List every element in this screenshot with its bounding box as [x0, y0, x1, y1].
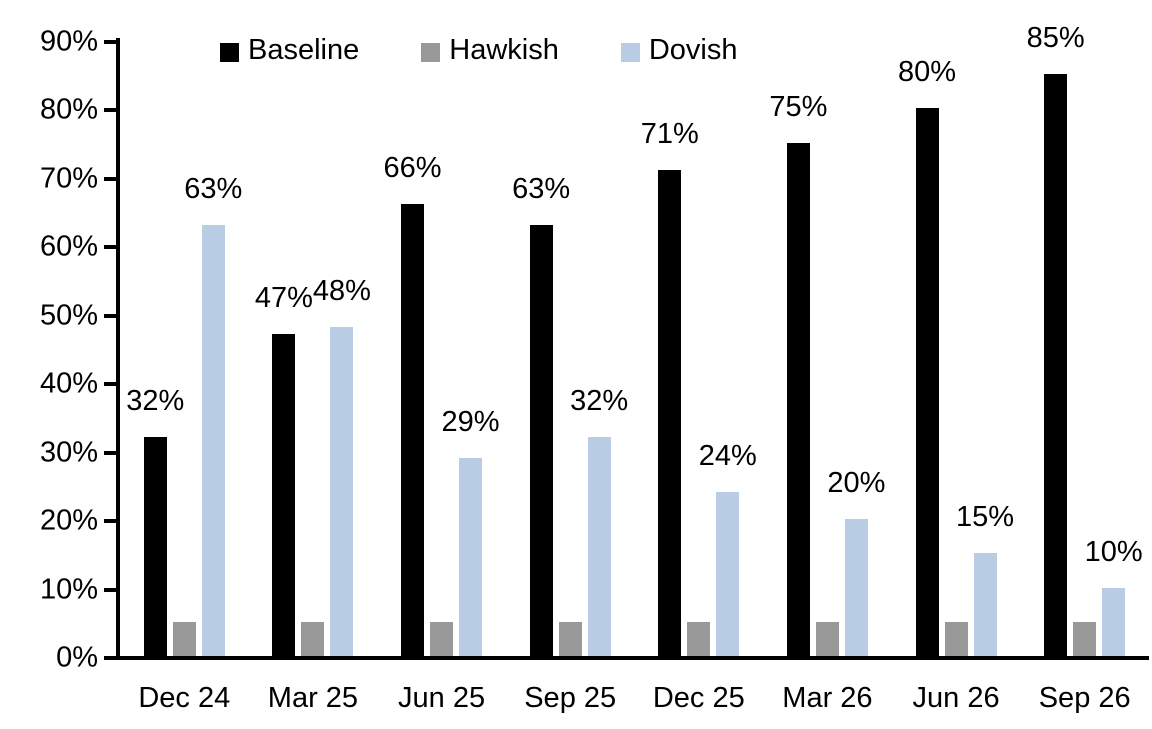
x-axis-category-label: Sep 25	[524, 682, 617, 714]
x-axis-category-label: Dec 25	[652, 682, 745, 714]
legend-swatch-icon	[220, 43, 239, 62]
y-axis-tick	[104, 313, 116, 318]
bar-baseline	[529, 224, 553, 656]
data-label-dovish: 63%	[184, 172, 243, 205]
data-label-baseline: 32%	[126, 384, 185, 417]
bar-dovish	[973, 553, 997, 656]
data-label-dovish: 24%	[698, 439, 757, 472]
legend-item-dovish: Dovish	[620, 34, 738, 67]
data-label-baseline: 47%	[254, 282, 313, 315]
data-label-baseline: 71%	[640, 118, 699, 151]
x-axis-category-label: Mar 26	[782, 682, 873, 714]
y-axis-tick-label: 70%	[39, 162, 98, 195]
y-axis-tick-label: 30%	[39, 436, 98, 469]
bar-hawkish	[172, 621, 196, 656]
y-axis-tick-label: 20%	[39, 504, 98, 537]
bar-dovish	[1102, 587, 1126, 656]
legend-swatch-icon	[421, 43, 441, 62]
y-axis-tick	[104, 108, 116, 113]
bar-hawkish	[430, 621, 454, 656]
data-label-baseline: 85%	[1026, 22, 1085, 55]
legend-item-baseline: Baseline	[220, 34, 359, 67]
data-label-dovish: 29%	[441, 405, 500, 438]
data-label-dovish: 48%	[312, 275, 371, 308]
x-axis-line	[104, 656, 1149, 660]
y-axis-tick	[104, 519, 116, 524]
data-label-dovish: 10%	[1084, 535, 1143, 568]
data-label-dovish: 15%	[956, 501, 1015, 534]
bar-hawkish	[301, 621, 325, 656]
bar-hawkish	[687, 621, 711, 656]
legend-label: Hawkish	[449, 34, 559, 66]
data-label-baseline: 75%	[769, 90, 828, 123]
legend-item-hawkish: Hawkish	[421, 34, 559, 67]
x-axis-category-label: Sep 26	[1038, 682, 1131, 714]
x-axis-category-label: Dec 24	[138, 682, 231, 714]
y-axis-tick-label: 0%	[56, 641, 98, 674]
y-axis-tick	[104, 40, 116, 44]
x-axis-category-label: Jun 26	[912, 682, 1000, 714]
y-axis-tick-label: 10%	[39, 573, 98, 606]
data-label-baseline: 66%	[383, 152, 442, 185]
bar-baseline	[786, 142, 810, 656]
y-axis-tick-label: 50%	[39, 299, 98, 332]
legend-swatch-icon	[620, 43, 640, 62]
y-axis-tick	[104, 245, 116, 250]
chart-legend: Baseline Hawkish Dovish	[220, 34, 738, 67]
y-axis-tick-label: 40%	[39, 367, 98, 400]
bar-dovish	[459, 457, 483, 656]
bar-hawkish	[558, 621, 582, 656]
y-axis-tick	[104, 176, 116, 181]
bar-dovish	[330, 327, 354, 656]
x-axis-category-label: Mar 25	[267, 682, 359, 714]
bar-dovish	[716, 491, 740, 656]
bar-baseline	[915, 108, 939, 656]
legend-label: Dovish	[648, 34, 738, 66]
y-axis-tick	[104, 450, 116, 455]
bar-baseline	[143, 436, 167, 656]
bar-baseline	[401, 204, 425, 656]
data-label-baseline: 63%	[512, 172, 571, 205]
bar-dovish	[587, 436, 611, 656]
y-axis-tick	[104, 382, 116, 387]
bar-hawkish	[944, 621, 968, 656]
bar-baseline	[1044, 74, 1068, 656]
legend-label: Baseline	[248, 34, 360, 66]
y-axis-tick	[104, 587, 116, 592]
bar-baseline	[272, 334, 296, 656]
y-axis-tick-label: 90%	[39, 25, 98, 58]
y-axis-line	[116, 38, 120, 660]
bar-hawkish	[815, 621, 839, 656]
data-label-dovish: 32%	[570, 384, 629, 417]
data-label-dovish: 20%	[827, 467, 886, 500]
y-axis-tick-label: 80%	[39, 93, 98, 126]
bar-dovish	[201, 224, 225, 656]
bar-hawkish	[1073, 621, 1097, 656]
bar-dovish	[844, 519, 868, 656]
bar-baseline	[658, 170, 682, 656]
y-axis-tick	[104, 656, 116, 660]
data-label-baseline: 80%	[898, 56, 957, 89]
y-axis-tick-label: 60%	[39, 230, 98, 263]
x-axis-category-label: Jun 25	[398, 682, 486, 714]
